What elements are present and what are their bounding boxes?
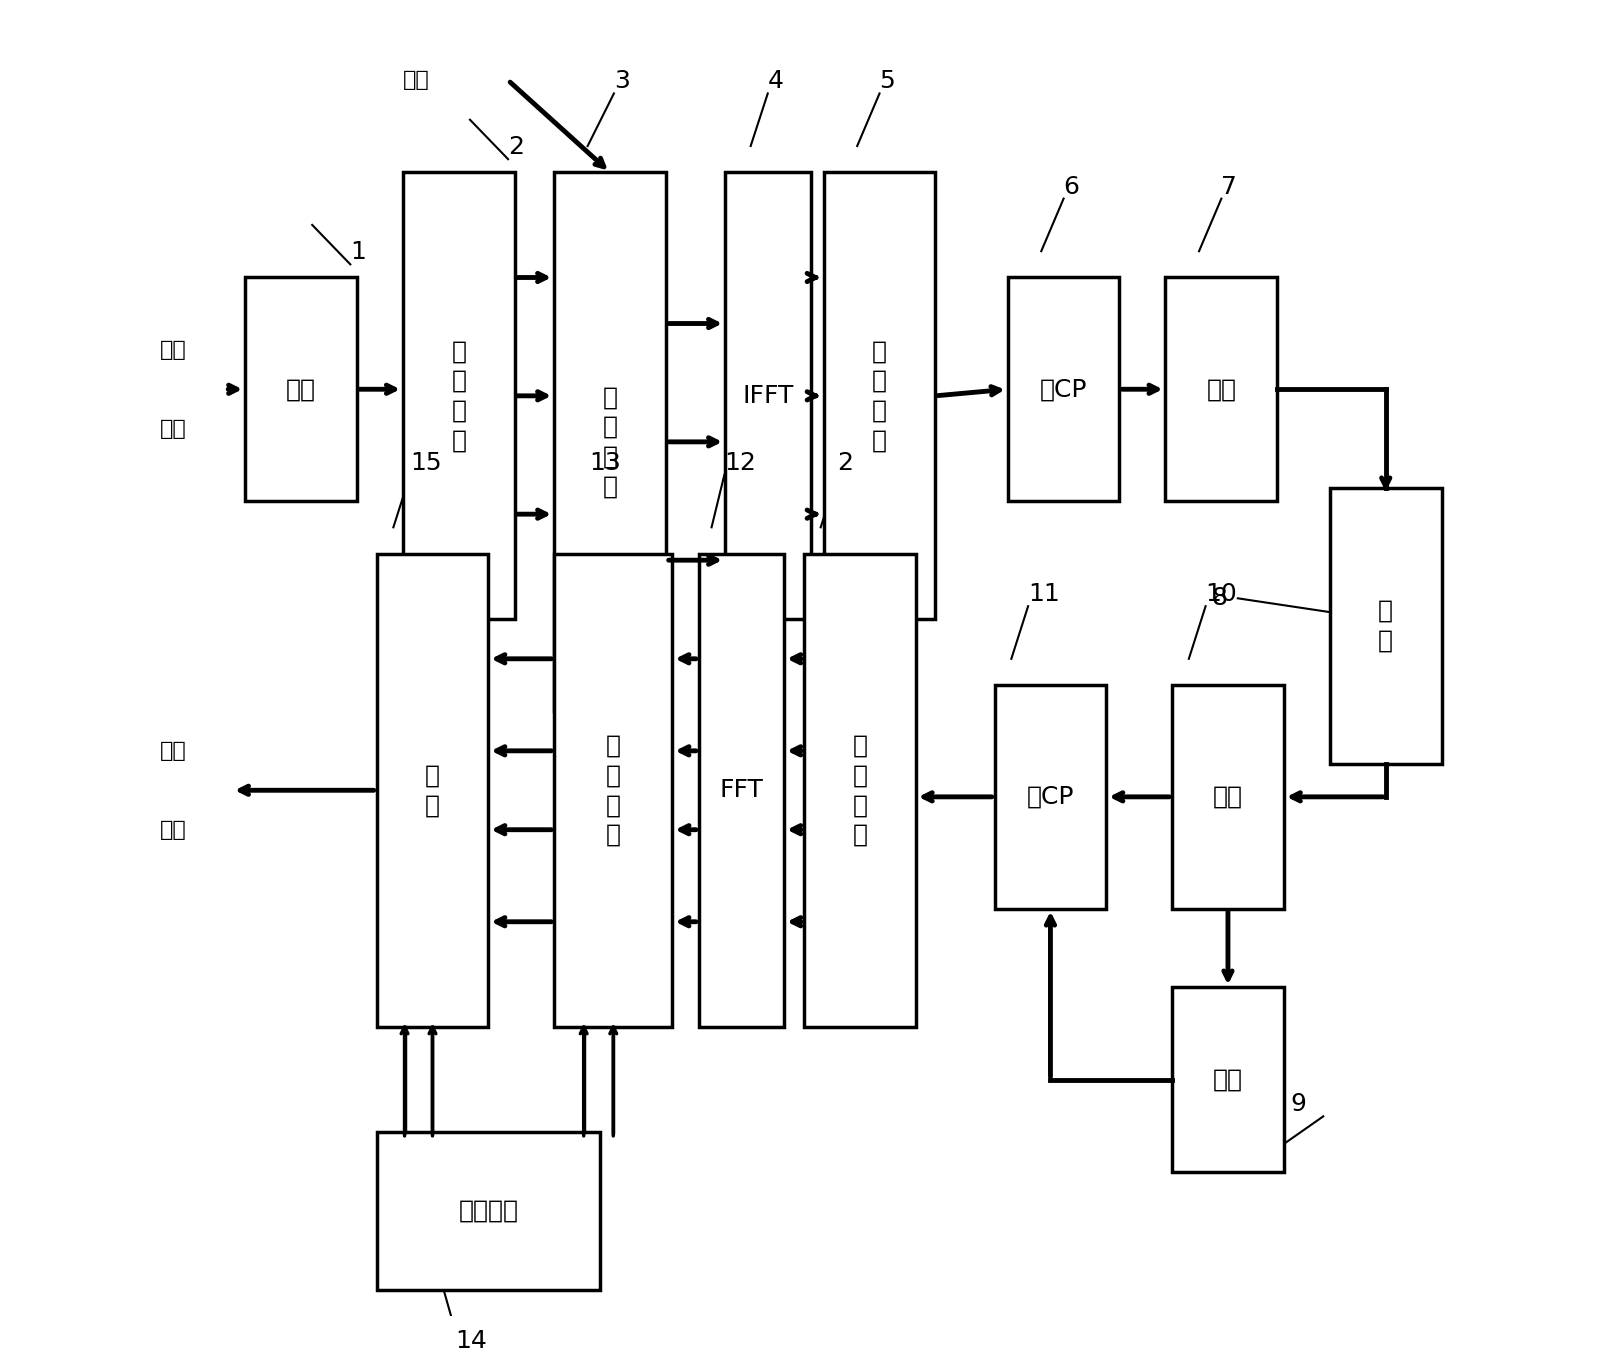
- Text: 输出: 输出: [159, 741, 186, 761]
- FancyBboxPatch shape: [554, 172, 666, 711]
- Text: 10: 10: [1206, 583, 1237, 606]
- Text: 数据: 数据: [159, 419, 186, 438]
- Text: 检
测: 检 测: [425, 764, 439, 817]
- Text: 5: 5: [880, 69, 895, 93]
- Text: 14: 14: [456, 1329, 486, 1352]
- Text: 信
道: 信 道: [1378, 599, 1392, 653]
- Text: 13: 13: [590, 450, 621, 475]
- Text: 数据: 数据: [159, 819, 186, 840]
- Text: 9: 9: [1290, 1092, 1307, 1117]
- FancyBboxPatch shape: [1172, 987, 1284, 1172]
- Text: 1: 1: [350, 241, 366, 265]
- Text: 去CP: 去CP: [1026, 786, 1075, 808]
- Text: FFT: FFT: [720, 779, 763, 802]
- Text: 7: 7: [1221, 174, 1237, 199]
- Text: 同步: 同步: [1213, 1068, 1243, 1091]
- Text: 组帧: 组帧: [1206, 377, 1237, 402]
- Text: 抽
取
导
频: 抽 取 导 频: [606, 734, 621, 846]
- Text: 载
波
映
射: 载 波 映 射: [603, 385, 618, 499]
- Text: 串
并
转
换: 串 并 转 换: [853, 734, 867, 846]
- FancyBboxPatch shape: [1329, 488, 1441, 764]
- FancyBboxPatch shape: [699, 553, 785, 1028]
- FancyBboxPatch shape: [245, 277, 357, 502]
- FancyBboxPatch shape: [823, 172, 935, 619]
- Text: 信道估计: 信道估计: [459, 1199, 519, 1224]
- Text: 2: 2: [507, 135, 524, 160]
- Text: IFFT: IFFT: [742, 384, 793, 408]
- FancyBboxPatch shape: [376, 1132, 600, 1290]
- Text: 6: 6: [1063, 174, 1080, 199]
- Text: 3: 3: [614, 69, 631, 93]
- Text: 12: 12: [725, 450, 757, 475]
- Text: 输入: 输入: [159, 339, 186, 360]
- FancyBboxPatch shape: [804, 553, 916, 1028]
- FancyBboxPatch shape: [995, 685, 1107, 909]
- FancyBboxPatch shape: [404, 172, 514, 619]
- Text: 11: 11: [1028, 583, 1060, 606]
- Text: 解帧: 解帧: [1213, 786, 1243, 808]
- FancyBboxPatch shape: [1008, 277, 1120, 502]
- Text: 并
串
转
换: 并 串 转 换: [872, 339, 887, 453]
- Text: 4: 4: [768, 69, 785, 93]
- FancyBboxPatch shape: [376, 553, 488, 1028]
- FancyBboxPatch shape: [1172, 685, 1284, 909]
- Text: 2: 2: [838, 450, 853, 475]
- FancyBboxPatch shape: [725, 172, 810, 619]
- Text: 调制: 调制: [285, 377, 316, 402]
- Text: 导频: 导频: [404, 70, 430, 91]
- Text: 串
并
转
换: 串 并 转 换: [451, 339, 467, 453]
- Text: 加CP: 加CP: [1039, 377, 1088, 402]
- Text: 15: 15: [410, 450, 443, 475]
- Text: 8: 8: [1211, 587, 1227, 610]
- FancyBboxPatch shape: [554, 553, 673, 1028]
- FancyBboxPatch shape: [1165, 277, 1277, 502]
